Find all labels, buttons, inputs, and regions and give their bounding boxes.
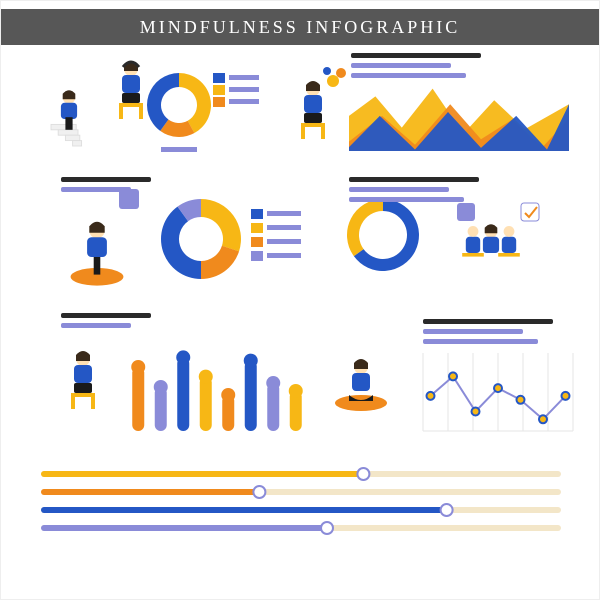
infographic-svg: [1, 1, 600, 601]
